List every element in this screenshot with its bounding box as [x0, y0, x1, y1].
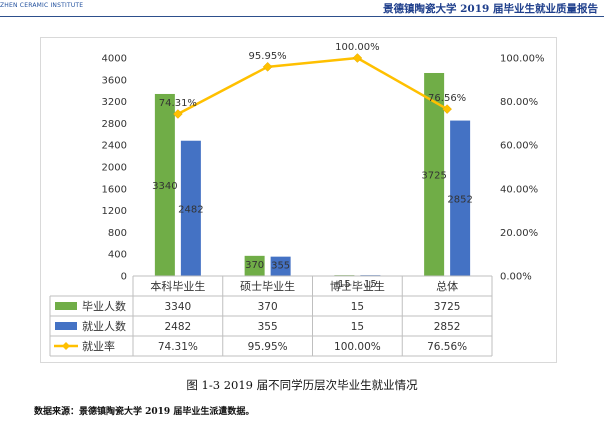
y-left-tick-label: 2400	[102, 141, 127, 152]
employment-rate-label: 76.56%	[428, 93, 466, 104]
y-right-tick-label: 40.00%	[500, 184, 538, 195]
employment-rate-marker	[352, 53, 363, 63]
table-value-cell: 355	[258, 321, 278, 333]
bar-employed	[180, 140, 201, 276]
y-left-tick-label: 800	[108, 228, 127, 239]
institute-logo-text: ZHEN CERAMIC INSTITUTE	[0, 2, 84, 9]
bar-employed	[270, 256, 291, 276]
table-value-cell: 3340	[165, 301, 192, 313]
bar-employed	[450, 120, 471, 276]
data-source-note: 数据来源：景德镇陶瓷大学 2019 届毕业生派遣数据。	[34, 407, 255, 417]
y-right-tick-label: 60.00%	[500, 141, 538, 152]
table-value-cell: 3725	[434, 301, 461, 313]
table-value-cell: 15	[351, 321, 364, 333]
category-label: 博士毕业生	[330, 279, 385, 293]
y-right-tick-label: 0.00%	[500, 272, 532, 283]
table-value-cell: 95.95%	[248, 341, 288, 353]
y-left-tick-label: 0	[121, 272, 127, 283]
employment-rate-label: 74.31%	[159, 98, 197, 109]
table-value-cell: 15	[351, 301, 364, 313]
bar-value-label: 2482	[178, 204, 203, 215]
y-right-tick-label: 100.00%	[500, 54, 545, 65]
y-left-tick-label: 1200	[102, 206, 127, 217]
employment-rate-marker	[173, 109, 183, 119]
y-right-tick-label: 80.00%	[500, 97, 538, 108]
employment-rate-marker	[442, 104, 452, 114]
bar-graduates	[424, 72, 445, 276]
table-value-cell: 2482	[165, 321, 192, 333]
legend-series-name: 就业人数	[82, 319, 126, 333]
legend-swatch	[55, 322, 77, 330]
table-value-cell: 74.31%	[158, 341, 198, 353]
table-value-cell: 370	[258, 301, 278, 313]
chart-frame	[40, 37, 557, 363]
bar-value-label: 2852	[447, 194, 472, 205]
bar-value-label: 15	[364, 279, 377, 290]
y-left-tick-label: 400	[108, 250, 127, 261]
y-left-tick-label: 3600	[102, 75, 127, 86]
bar-graduates	[244, 255, 265, 276]
employment-rate-label: 100.00%	[335, 42, 380, 53]
y-left-tick-label: 4000	[102, 54, 127, 65]
category-label: 硕士毕业生	[240, 279, 295, 293]
bar-graduates	[154, 93, 175, 276]
report-header: ZHEN CERAMIC INSTITUTE 景德镇陶瓷大学 2019 届毕业生…	[0, 0, 604, 17]
y-left-tick-label: 2000	[102, 163, 127, 174]
table-value-cell: 100.00%	[334, 341, 381, 353]
bar-value-label: 15	[338, 279, 351, 290]
bar-value-label: 3725	[421, 170, 446, 181]
employment-rate-line	[177, 56, 448, 116]
employment-rate-marker	[262, 61, 273, 72]
y-left-tick-label: 1600	[102, 184, 127, 195]
legend-series-name: 毕业人数	[82, 300, 126, 313]
bar-value-label: 3340	[152, 181, 177, 192]
category-label: 本科毕业生	[150, 279, 205, 293]
y-left-tick-label: 3200	[102, 97, 127, 108]
employment-rate-label: 95.95%	[249, 51, 287, 62]
y-right-tick-label: 20.00%	[500, 228, 538, 239]
bar-value-label: 370	[245, 260, 264, 271]
table-value-cell: 76.56%	[427, 341, 467, 353]
bar-value-label: 355	[271, 261, 290, 272]
category-label: 总体	[436, 279, 458, 293]
y-left-tick-label: 2800	[102, 119, 127, 130]
table-value-cell: 2852	[434, 321, 461, 333]
report-title: 景德镇陶瓷大学 2019 届毕业生就业质量报告	[382, 3, 598, 15]
legend-series-name: 就业率	[82, 339, 115, 353]
legend-swatch-marker	[62, 342, 70, 350]
figure-caption: 图 1-3 2019 届不同学历层次毕业生就业情况	[186, 378, 418, 392]
legend-swatch	[55, 302, 77, 310]
